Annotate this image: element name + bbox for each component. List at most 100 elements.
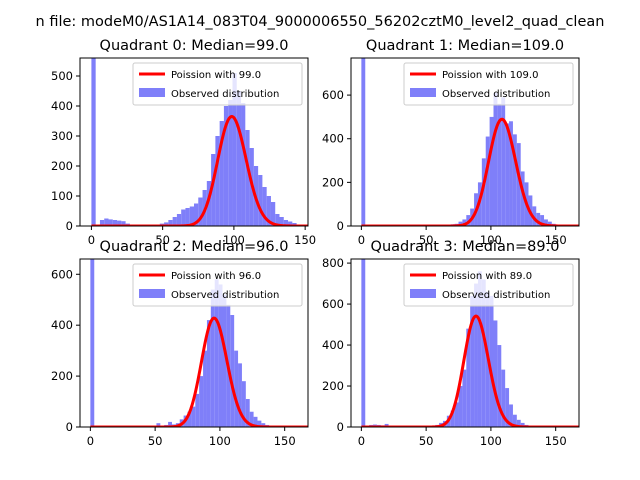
quadrant-3-bar (509, 404, 513, 427)
quadrant-2-panel: 0 50 100 150 0 200 400 600 Quadrant 2: Median=96… (51, 239, 309, 448)
quadrant-1-legend-hist-label: Observed distribution (442, 89, 550, 100)
quadrant-3-legend: Poission with 89.0 Observed distribution (403, 263, 574, 307)
quadrant-0-ytick-label: 400 (51, 99, 73, 113)
quadrant-0-bar (189, 206, 194, 226)
quadrant-1-bar (540, 215, 545, 226)
quadrant-0-bar (206, 181, 212, 226)
quadrant-2-bar (214, 279, 219, 427)
figure-title: n file: modeM0/AS1A14_083T04_9000006550_… (36, 14, 605, 30)
quadrant-1-bar (544, 219, 548, 226)
quadrant-3-bar (512, 414, 517, 427)
quadrant-0-legend-fit-label: Poission with 99.0 (171, 70, 261, 81)
quadrant-2-bar (206, 320, 211, 427)
quadrant-2-title: Quadrant 2: Median=96.0 (100, 239, 289, 255)
quadrant-3-poisson-curve (360, 314, 579, 427)
quadrant-0-bar (223, 106, 229, 226)
quadrant-1-ytick-label: 0 (337, 219, 344, 233)
quadrant-1-xtick-label: 0 (358, 233, 365, 247)
quadrant-1-legend-fit-label: Poission with 109.0 (442, 70, 538, 81)
quadrant-3-bar (481, 279, 486, 427)
quadrant-2-bar (238, 363, 242, 427)
quadrant-3-bar (466, 328, 471, 427)
quadrant-2-ytick-label: 200 (51, 369, 73, 383)
quadrant-3-ytick-label: 400 (322, 338, 344, 352)
quadrant-2-bar (187, 411, 192, 427)
quadrant-1-axes-frame (350, 57, 580, 227)
quadrant-0-bar (288, 221, 293, 226)
quadrant-0-bar (168, 220, 173, 226)
quadrant-1-bar (458, 221, 463, 226)
quadrant-2-bar (245, 399, 250, 427)
quadrant-0-bar (241, 103, 246, 226)
quadrant-0-ytick-label: 300 (51, 129, 73, 143)
quadrant-0-xtick-label: 50 (155, 233, 170, 247)
quadrant-1-bar (509, 121, 513, 226)
quadrant-2-bar (218, 284, 223, 427)
quadrant-2-legend: Poission with 96.0 Observed distribution (132, 263, 303, 307)
quadrant-3-xtick-label: 50 (419, 434, 434, 448)
quadrant-1-poisson-curve (360, 117, 579, 226)
quadrant-0-bar (236, 91, 242, 226)
quadrant-1-bar (462, 219, 467, 226)
quadrant-0-bar (258, 175, 263, 226)
quadrant-2-bar (210, 289, 215, 427)
quadrant-0-bar (108, 219, 113, 226)
quadrant-0-axes-frame (79, 57, 309, 227)
quadrant-0-bar (194, 203, 199, 226)
quadrant-3-bar (462, 369, 467, 427)
quadrant-0-bar (232, 73, 237, 226)
quadrant-0-bar (198, 197, 203, 226)
quadrant-3-bar (454, 402, 459, 427)
quadrant-2-bar (168, 421, 172, 427)
quadrant-0-bar (270, 202, 276, 226)
quadrant-1-ytick-label: 400 (322, 132, 344, 146)
quadrant-3-bar (516, 419, 521, 427)
quadrant-1-bar (536, 212, 541, 226)
quadrant-0-bar (262, 187, 267, 226)
quadrant-3-legend-hist-label: Observed distribution (442, 290, 550, 301)
quadrant-2-bar (195, 393, 200, 427)
quadrant-1-bar (489, 116, 494, 226)
quadrant-2-ytick-label: 400 (51, 318, 73, 332)
quadrant-3-bar (493, 320, 498, 427)
quadrant-3-bar (505, 388, 510, 427)
quadrant-0-ytick-label: 500 (51, 69, 73, 83)
quadrant-0-bar (215, 136, 220, 226)
quadrant-0-bar (104, 218, 109, 226)
quadrant-2-bar (261, 423, 266, 427)
quadrant-0-bar (176, 214, 182, 226)
quadrant-3-axes-frame (350, 258, 580, 428)
quadrant-1-bar (520, 171, 525, 226)
quadrant-1-bar (512, 134, 517, 226)
quadrant-2-bar (257, 420, 262, 427)
quadrant-1-xtick-label: 100 (480, 233, 502, 247)
quadrant-3-title: Quadrant 3: Median=89.0 (371, 239, 560, 255)
quadrant-3-panel: 0 50 100 150 0 200 400 600 800 Quadrant 3: Median… (322, 239, 580, 448)
quadrant-3-bar (361, 259, 366, 427)
quadrant-0-legend: Poission with 99.0 Observed distribution (132, 62, 303, 106)
quadrant-0-xtick-label: 100 (223, 233, 245, 247)
quadrant-3-ytick-label: 200 (322, 379, 344, 393)
quadrant-1-bar (505, 123, 510, 226)
quadrant-1-ytick-label: 200 (322, 175, 344, 189)
quadrant-3-legend-box (403, 263, 574, 307)
quadrant-2-bar (253, 416, 258, 427)
quadrant-2-xtick-label: 50 (148, 434, 163, 448)
quadrant-1-bar (501, 97, 506, 226)
quadrant-2-bar (191, 406, 196, 427)
quadrant-2-legend-box (132, 263, 303, 307)
quadrant-0-bar (219, 121, 224, 226)
quadrant-0-title: Quadrant 0: Median=99.0 (100, 38, 289, 54)
quadrant-2-bar (156, 423, 161, 427)
quadrant-1-legend-box (403, 62, 574, 106)
quadrant-0-ytick-label: 0 (66, 219, 73, 233)
quadrant-2-bar (199, 376, 204, 427)
quadrant-0-bar (112, 220, 118, 226)
quadrant-1-bar (547, 221, 552, 226)
quadrant-1-bar (497, 103, 502, 226)
quadrant-2-bar (90, 259, 95, 427)
quadrant-1-xtick-label: 150 (545, 233, 567, 247)
quadrant-3-xtick-label: 150 (545, 434, 567, 448)
quadrant-2-bar (241, 381, 246, 427)
quadrant-3-bar (384, 423, 389, 427)
